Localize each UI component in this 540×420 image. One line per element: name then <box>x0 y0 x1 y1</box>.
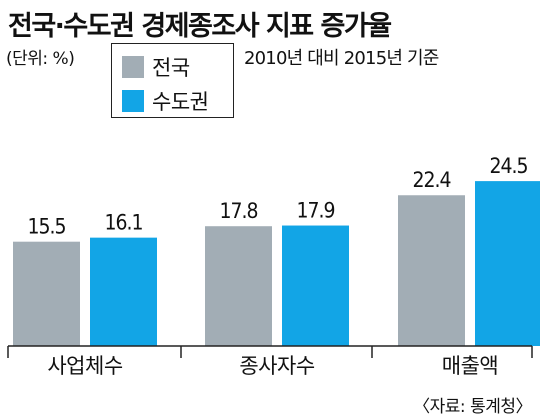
value-label-nation-1: 17.8 <box>219 199 257 223</box>
bar-nation-1 <box>205 226 272 346</box>
bar-capital-2 <box>475 181 540 346</box>
legend-label-capital: 수도권 <box>152 90 209 114</box>
value-label-nation-2: 22.4 <box>412 168 450 192</box>
legend: 전국 수도권 <box>111 43 234 118</box>
chart-title: 전국·수도권 경제종조사 지표 증가율 <box>8 11 392 42</box>
unit-label: (단위: %) <box>6 49 75 69</box>
legend-swatch-nation <box>122 56 144 78</box>
bar-capital-1 <box>282 225 349 346</box>
legend-item-nation: 전국 <box>122 52 190 82</box>
legend-swatch-capital <box>122 90 144 112</box>
basis-note: 2010년 대비 2015년 기준 <box>244 48 439 69</box>
category-label-0: 사업체수 <box>47 354 122 378</box>
value-label-capital-2: 24.5 <box>489 154 527 178</box>
value-label-nation-0: 15.5 <box>27 215 65 239</box>
legend-item-capital: 수도권 <box>122 86 209 116</box>
bar-nation-0 <box>13 241 80 346</box>
value-label-capital-0: 16.1 <box>104 211 142 235</box>
bar-capital-0 <box>90 237 157 346</box>
bar-nation-2 <box>398 195 465 346</box>
legend-label-nation: 전국 <box>152 56 190 80</box>
category-label-1: 종사자수 <box>239 354 314 378</box>
source-note: 〈자료: 통계청〉 <box>413 397 532 417</box>
value-label-capital-1: 17.9 <box>296 199 334 223</box>
category-label-2: 매출액 <box>442 354 498 378</box>
